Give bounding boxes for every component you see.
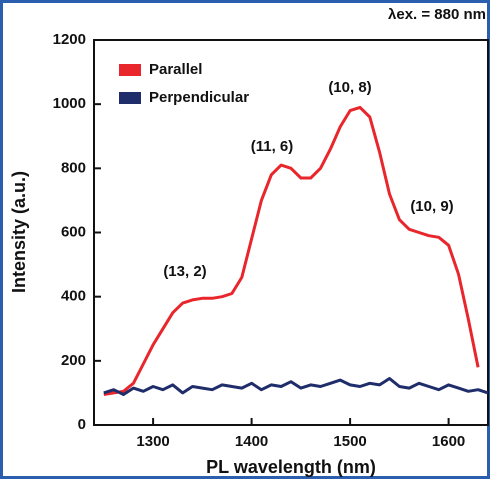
annotation: (10, 9) xyxy=(410,198,453,215)
x-tick-label: 1400 xyxy=(235,433,268,450)
x-axis-label: PL wavelength (nm) xyxy=(206,457,376,477)
annotation: (13, 2) xyxy=(163,263,206,280)
annotation: (10, 8) xyxy=(328,79,371,96)
legend-label: Perpendicular xyxy=(149,89,249,106)
y-tick-label: 600 xyxy=(61,223,86,240)
x-tick-label: 1300 xyxy=(136,433,169,450)
y-axis-label: Intensity (a.u.) xyxy=(9,171,29,293)
legend-label: Parallel xyxy=(149,61,202,78)
y-tick-label: 1200 xyxy=(53,31,86,48)
y-tick-label: 400 xyxy=(61,288,86,305)
y-tick-label: 1000 xyxy=(53,95,86,112)
y-tick-label: 800 xyxy=(61,159,86,176)
annotation: (11, 6) xyxy=(251,138,294,155)
x-tick-label: 1500 xyxy=(333,433,366,450)
x-tick-label: 1600 xyxy=(432,433,465,450)
y-tick-label: 0 xyxy=(78,416,86,433)
legend-swatch xyxy=(119,92,141,104)
chart-title: λex. = 880 nm xyxy=(388,6,486,23)
data-line xyxy=(103,377,489,396)
data-line xyxy=(103,105,480,396)
y-tick-label: 200 xyxy=(61,352,86,369)
legend-swatch xyxy=(119,64,141,76)
